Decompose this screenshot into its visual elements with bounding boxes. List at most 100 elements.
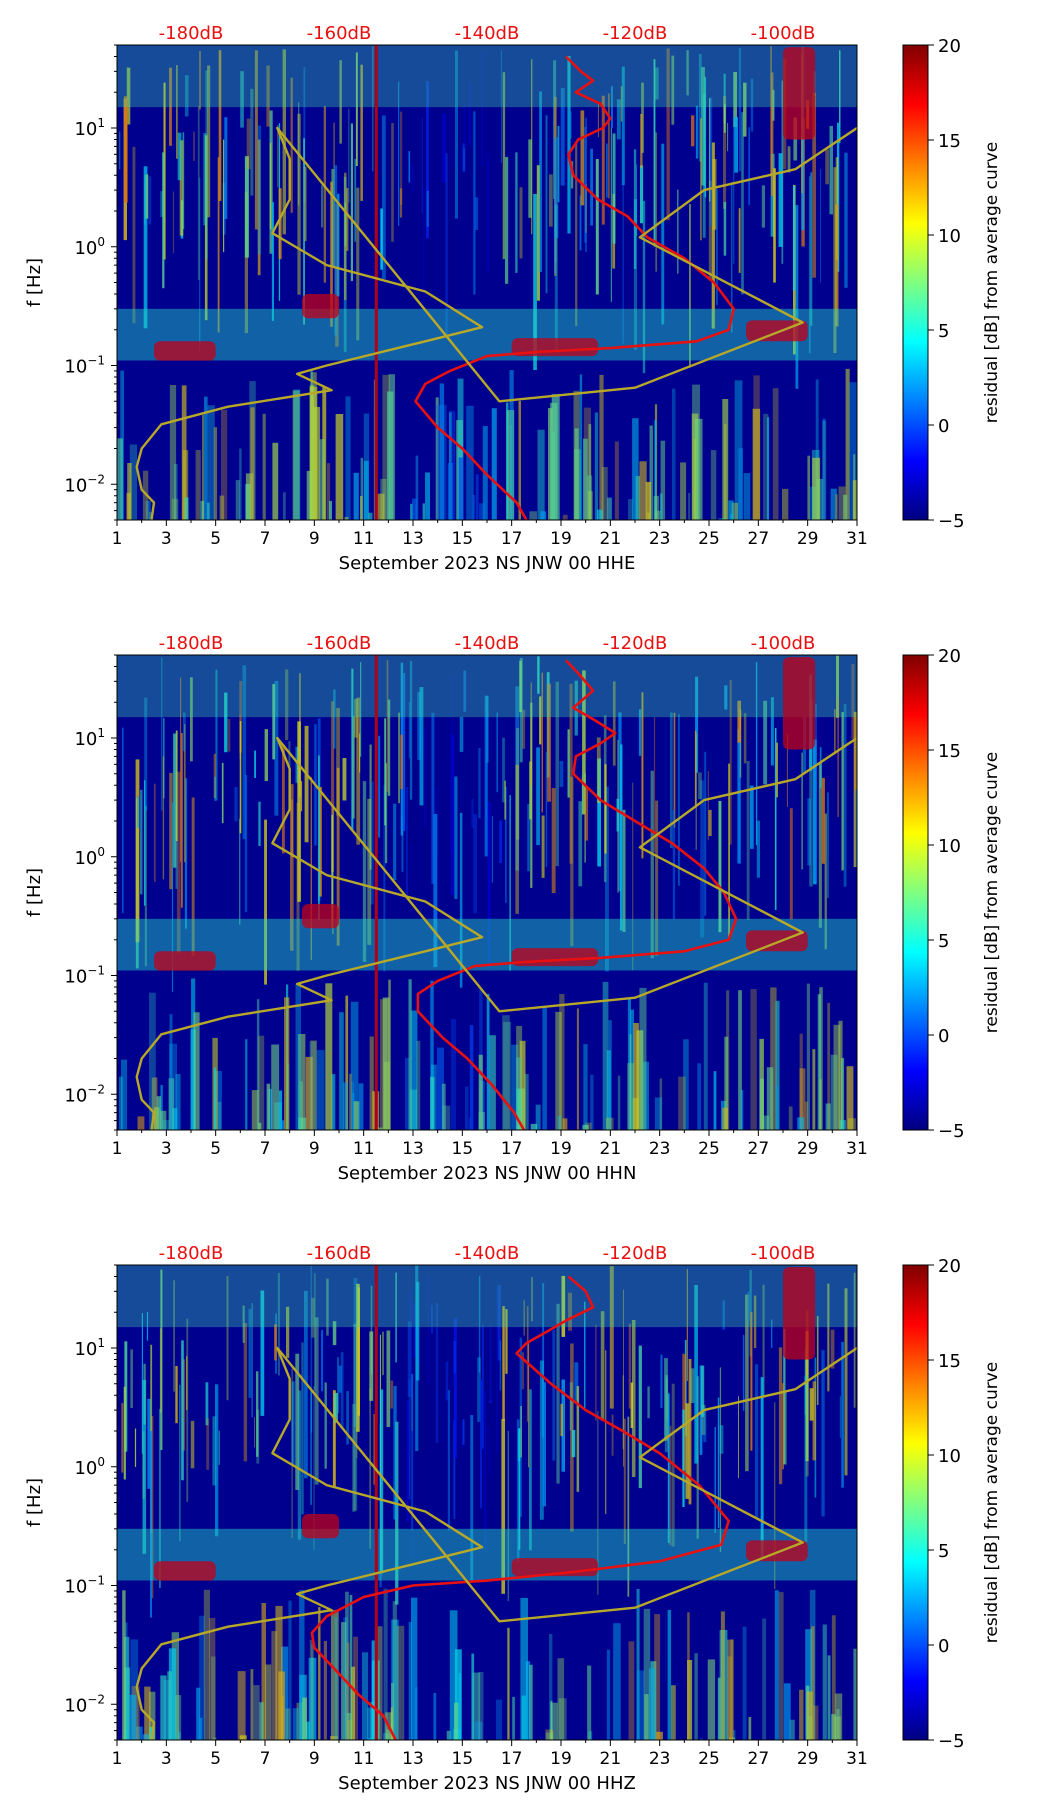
texture-streak: [698, 54, 702, 162]
texture-streak: [463, 670, 467, 712]
texture-streak: [217, 157, 220, 333]
texture-streak: [664, 1375, 669, 1453]
texture-streak: [219, 495, 225, 520]
texture-streak: [833, 1024, 841, 1130]
texture-streak: [694, 730, 697, 806]
x-tick-label: 7: [260, 1749, 271, 1769]
y-tick-base: 10: [64, 1577, 87, 1598]
texture-streak: [606, 143, 608, 198]
texture-streak: [630, 1009, 634, 1130]
texture-streak: [310, 1040, 317, 1130]
texture-streak: [239, 448, 242, 520]
texture-streak: [348, 108, 350, 203]
texture-streak: [316, 1049, 325, 1130]
texture-streak: [376, 1626, 383, 1740]
texture-streak: [512, 1696, 515, 1740]
microseism-band: [117, 308, 857, 361]
texture-streak: [596, 509, 603, 520]
texture-streak: [199, 51, 201, 110]
texture-streak: [183, 712, 186, 752]
texture-streak: [722, 1300, 725, 1330]
texture-streak: [301, 1342, 304, 1515]
y-tick-exponent: 1: [97, 116, 105, 130]
x-tick-label: 21: [600, 1749, 622, 1769]
texture-streak: [363, 460, 369, 520]
texture-streak: [719, 1630, 728, 1740]
texture-streak: [150, 1728, 153, 1740]
texture-streak: [386, 1729, 392, 1740]
texture-streak: [433, 1693, 437, 1740]
texture-streak: [163, 718, 165, 799]
texture-streak: [257, 139, 261, 276]
texture-streak: [709, 98, 711, 202]
texture-streak: [689, 204, 691, 368]
red-noise-curve: [416, 659, 738, 1130]
texture-streak: [559, 994, 565, 1130]
texture-streak: [606, 1117, 614, 1130]
texture-streak: [567, 56, 571, 234]
texture-streak: [839, 50, 841, 144]
texture-streak: [700, 780, 705, 938]
texture-streak: [369, 1388, 371, 1549]
x-tick-label: 1: [112, 1749, 123, 1769]
texture-streak: [677, 189, 679, 274]
texture-streak: [384, 718, 387, 826]
texture-streak: [553, 60, 557, 199]
texture-streak: [588, 424, 592, 520]
texture-streak: [305, 1721, 311, 1740]
texture-streak: [484, 695, 488, 857]
texture-streak: [694, 418, 703, 520]
texture-streak: [409, 1089, 417, 1130]
texture-streak: [349, 1594, 353, 1740]
texture-streak: [286, 984, 289, 1130]
texture-streak: [319, 439, 325, 520]
texture-streak: [516, 1088, 522, 1130]
texture-streak: [812, 92, 816, 278]
texture-streak: [569, 1382, 573, 1431]
colorbar: 20 15 10 5 0 −5 residual [dB] from average cur…: [902, 1256, 1002, 1752]
texture-streak: [778, 1592, 784, 1740]
x-tick-label: 13: [402, 529, 424, 549]
texture-streak: [350, 123, 353, 282]
texture-streak: [762, 1115, 769, 1130]
spectrogram-background: [117, 1265, 857, 1740]
texture-streak: [291, 1381, 295, 1465]
texture-streak: [613, 1623, 621, 1740]
texture-streak: [805, 1629, 812, 1740]
texture-streak: [447, 463, 454, 520]
texture-streak: [362, 1652, 369, 1740]
x-tick-label: 25: [698, 1749, 720, 1769]
texture-streak: [383, 1733, 390, 1740]
texture-streak: [762, 1284, 765, 1398]
texture-streak: [595, 159, 599, 295]
texture-streak: [612, 133, 616, 244]
texture-streak: [411, 1374, 414, 1531]
x-tick-label: 3: [161, 529, 172, 549]
texture-streak: [656, 1731, 663, 1740]
texture-streak: [475, 197, 479, 230]
texture-streak: [462, 143, 466, 172]
texture-streak: [778, 153, 783, 247]
top-db-label: -140dB: [455, 1243, 520, 1264]
texture-streak: [813, 739, 817, 885]
texture-streak: [378, 735, 381, 838]
texture-streak: [314, 1273, 316, 1391]
texture-streak: [835, 494, 838, 520]
texture-streak: [527, 804, 530, 872]
texture-streak: [733, 110, 735, 264]
texture-streak: [487, 158, 489, 273]
texture-streak: [285, 669, 289, 740]
texture-streak: [748, 1717, 752, 1740]
y-tick-exponent: −1: [87, 964, 105, 978]
texture-streak: [224, 117, 228, 219]
texture-streak: [738, 208, 741, 273]
x-tick-label: 15: [452, 529, 474, 549]
texture-streak: [562, 514, 568, 520]
texture-streak: [640, 113, 643, 168]
x-tick-label: 31: [846, 529, 868, 549]
texture-streak: [331, 701, 335, 872]
texture-streak: [408, 1379, 411, 1500]
texture-streak: [817, 994, 821, 1130]
texture-streak: [830, 1329, 835, 1369]
texture-streak: [406, 1400, 409, 1522]
